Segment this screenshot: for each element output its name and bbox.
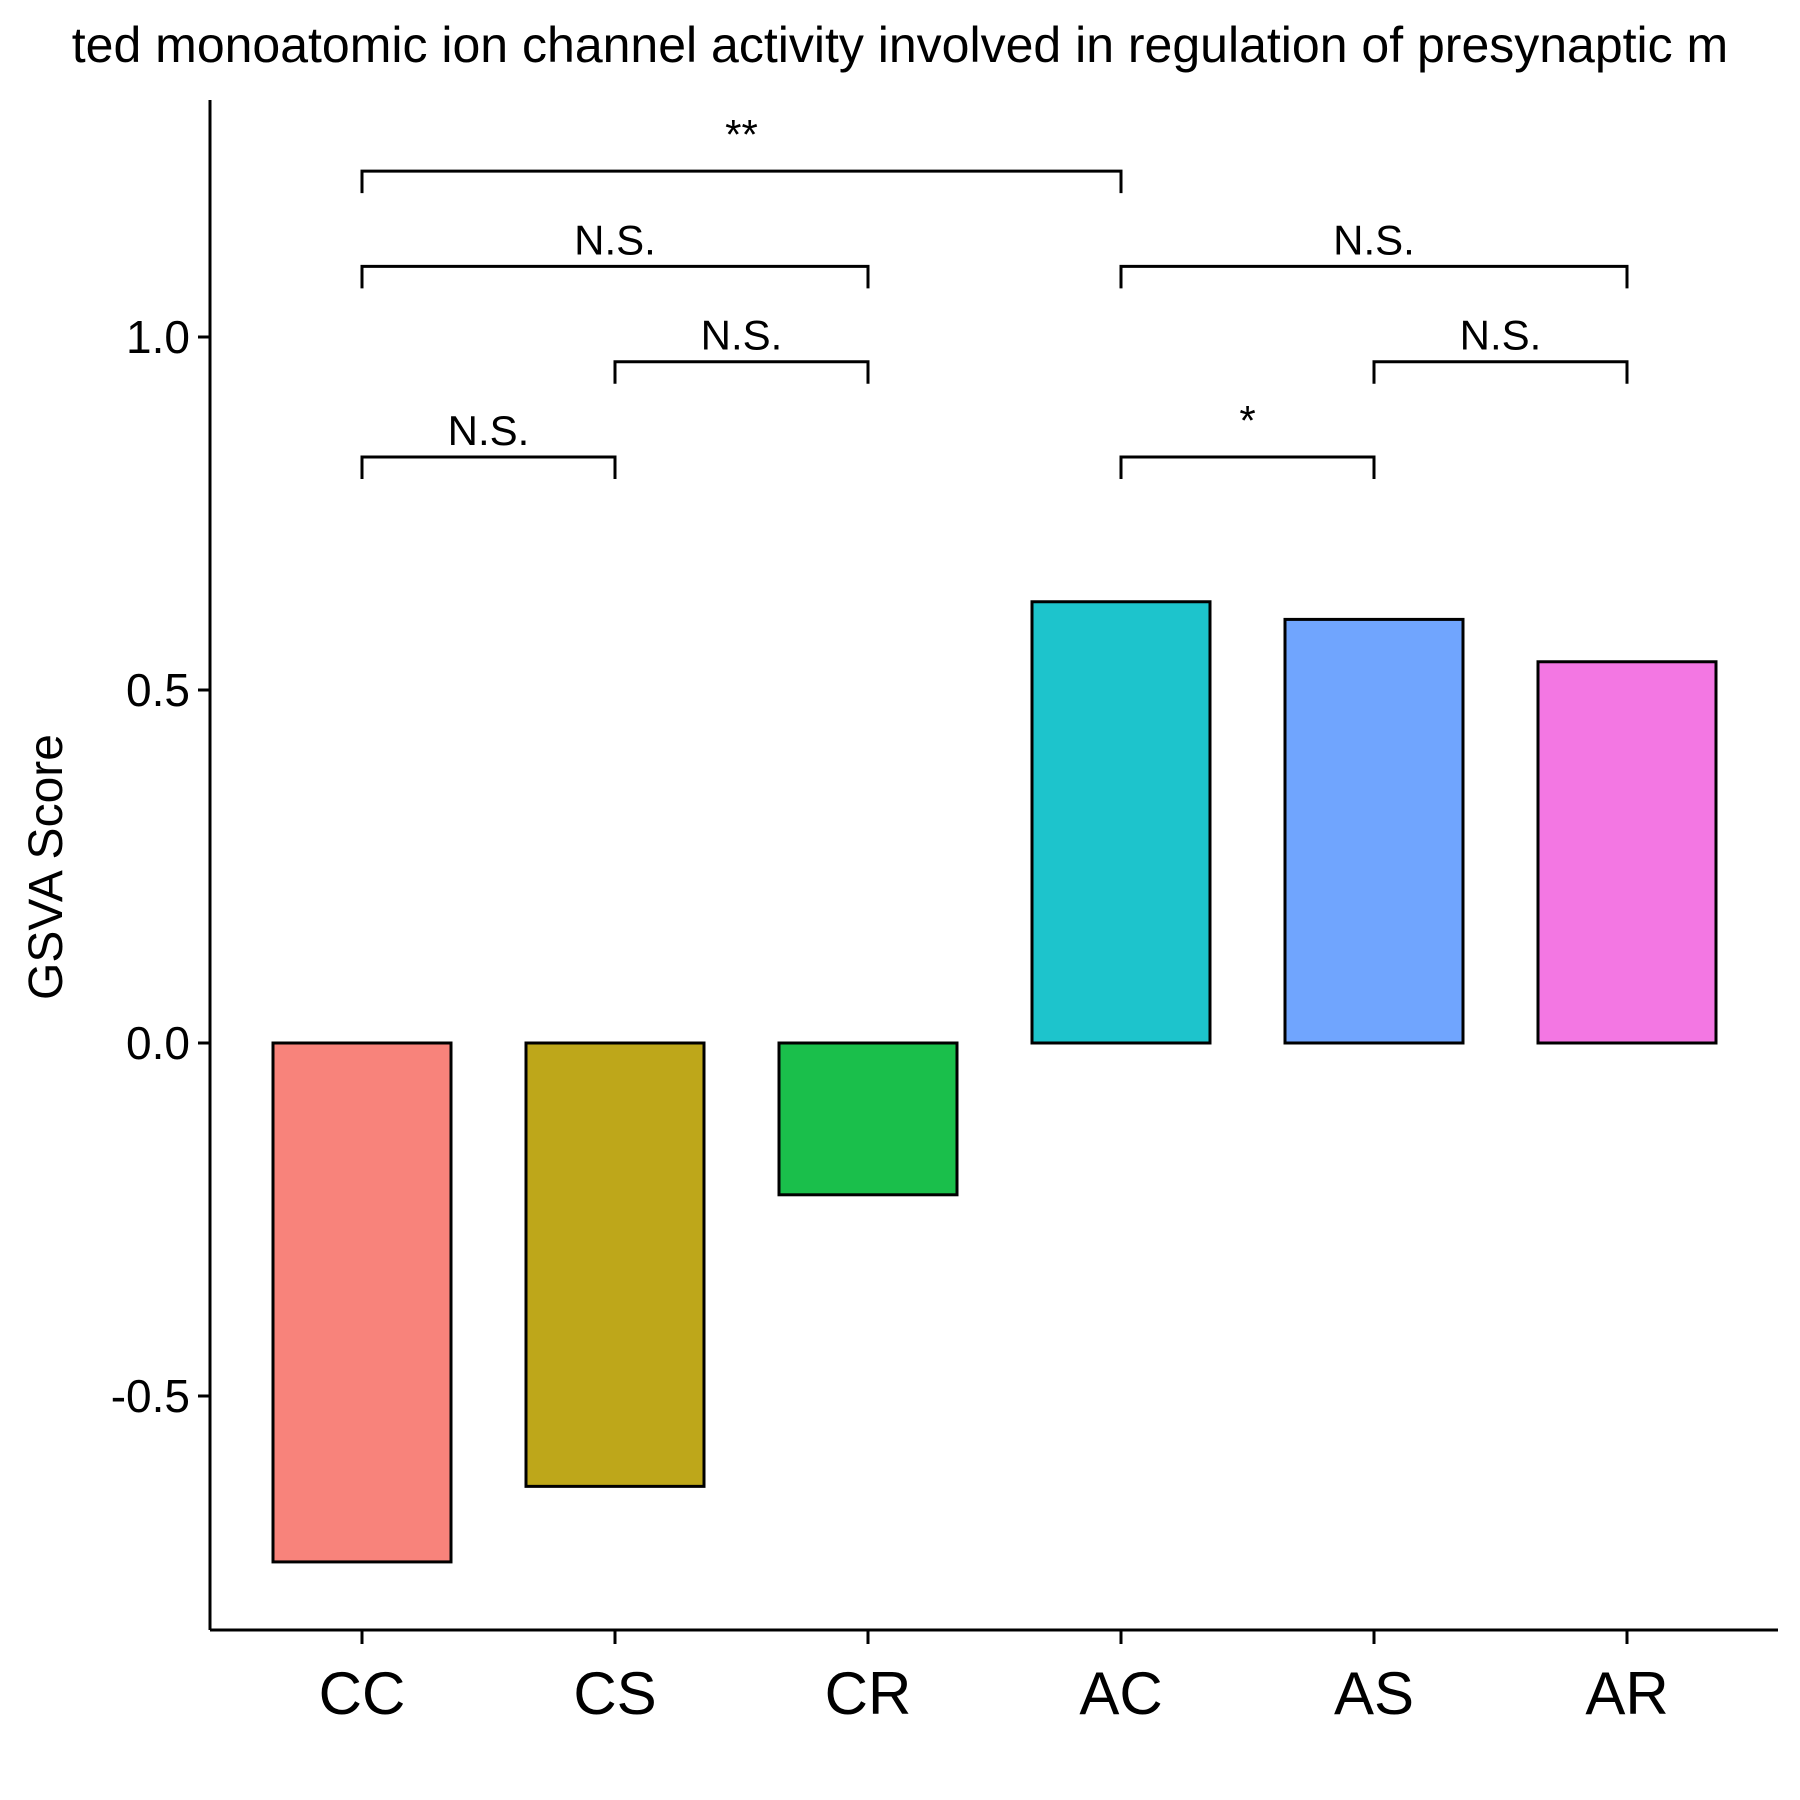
y-tick-label: -0.5 <box>111 1370 190 1422</box>
bar-ac <box>1030 600 1212 1045</box>
x-ticks: CC CS CR AC AS AR <box>319 1630 1669 1727</box>
y-tick-label: 1.0 <box>126 311 190 363</box>
x-tick-label: CR <box>825 1660 912 1727</box>
bar-cc <box>271 1041 453 1564</box>
comparison-bracket <box>1119 264 1629 289</box>
x-tick-label: AS <box>1334 1660 1414 1727</box>
comparison-bracket <box>360 455 617 480</box>
significance-label: N.S. <box>1333 216 1415 263</box>
comparison-bracket <box>613 360 870 384</box>
bar-ar <box>1536 660 1718 1045</box>
significance-label: N.S. <box>701 312 783 359</box>
comparison-bracket <box>1119 455 1376 480</box>
bar-cr <box>777 1041 959 1197</box>
y-tick-label: 0.5 <box>126 664 190 716</box>
x-tick-label: CS <box>573 1660 656 1727</box>
significance-label: N.S. <box>448 407 530 454</box>
axes <box>208 100 1778 1632</box>
significance-label: N.S. <box>1460 312 1542 359</box>
comparison-bracket <box>1372 360 1629 384</box>
significance-label: N.S. <box>574 216 656 263</box>
bar-as <box>1283 617 1465 1045</box>
y-axis-label: GSVA Score <box>20 734 73 1000</box>
significance-brackets: N.S.N.S.N.S.***N.S.N.S. <box>360 111 1629 480</box>
significance-label: ** <box>725 111 758 158</box>
x-tick-label: AR <box>1585 1660 1668 1727</box>
bars <box>271 600 1718 1564</box>
comparison-bracket <box>360 169 1123 194</box>
comparison-bracket <box>360 264 870 289</box>
chart-title: ted monoatomic ion channel activity invo… <box>72 17 1728 73</box>
x-tick-label: AC <box>1079 1660 1162 1727</box>
bar-cs <box>524 1041 706 1488</box>
y-tick-label: 0.0 <box>126 1017 190 1069</box>
x-tick-label: CC <box>319 1660 406 1727</box>
significance-label: * <box>1239 397 1255 444</box>
y-ticks: -0.5 0.0 0.5 1.0 <box>111 311 210 1422</box>
